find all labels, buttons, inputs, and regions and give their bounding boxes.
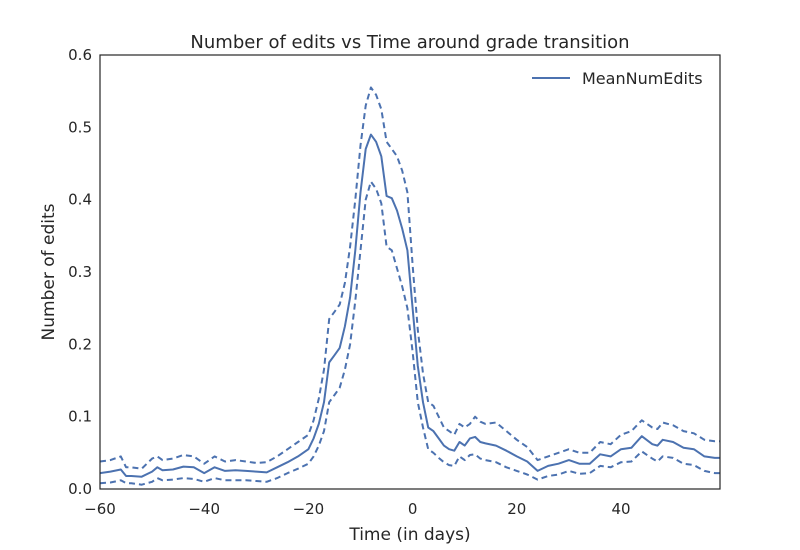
legend: MeanNumEdits <box>532 69 703 88</box>
series-upper-bound-line <box>99 86 720 470</box>
x-tick-label: 0 <box>408 500 418 518</box>
y-axis-label: Number of edits <box>39 203 59 340</box>
x-tick-label: −20 <box>293 500 325 518</box>
series-lower-bound-line <box>99 180 720 486</box>
x-tick-label: −60 <box>84 500 116 518</box>
plot-frame <box>99 54 721 490</box>
y-tick-label: 0.6 <box>68 46 92 64</box>
x-tick-label: −40 <box>188 500 220 518</box>
y-tick-label: 0.3 <box>68 263 92 281</box>
x-tick-label: 40 <box>611 500 630 518</box>
series-lines <box>99 86 720 486</box>
legend-label-meannumedits: MeanNumEdits <box>582 69 703 88</box>
y-tick-label: 0.2 <box>68 335 92 353</box>
y-tick-label: 0.1 <box>68 408 92 426</box>
x-tick-label: 20 <box>507 500 526 518</box>
axis-ticks: −60 −40 −20 0 20 40 0.0 0.1 0.2 0.3 0.4 0.5 0.6 <box>68 46 630 518</box>
y-tick-label: 0.0 <box>68 480 92 498</box>
y-tick-label: 0.4 <box>68 191 92 209</box>
chart-title: Number of edits vs Time around grade tra… <box>190 32 629 53</box>
x-axis-label: Time (in days) <box>348 525 470 545</box>
series-meannumedits-line <box>99 133 720 478</box>
y-tick-label: 0.5 <box>68 118 92 136</box>
